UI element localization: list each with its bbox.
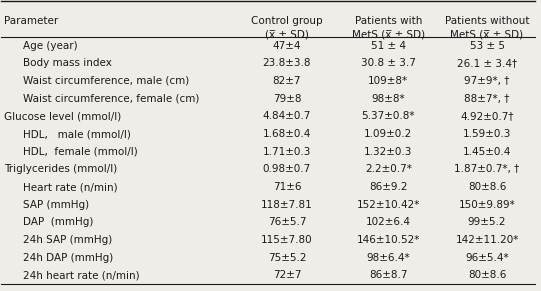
Text: 86±9.2: 86±9.2	[369, 182, 407, 192]
Text: 76±5.7: 76±5.7	[268, 217, 306, 228]
Text: 1.71±0.3: 1.71±0.3	[263, 147, 311, 157]
Text: 23.8±3.8: 23.8±3.8	[263, 58, 311, 68]
Text: 99±5.2: 99±5.2	[468, 217, 506, 228]
Text: Triglycerides (mmol/l): Triglycerides (mmol/l)	[4, 164, 117, 174]
Text: 142±11.20*: 142±11.20*	[456, 235, 519, 245]
Text: Patients without
MetS (x̅ ± SD): Patients without MetS (x̅ ± SD)	[445, 16, 529, 40]
Text: 0.98±0.7: 0.98±0.7	[263, 164, 311, 174]
Text: 152±10.42*: 152±10.42*	[357, 200, 420, 210]
Text: 72±7: 72±7	[273, 270, 301, 281]
Text: 47±4: 47±4	[273, 41, 301, 51]
Text: 24h DAP (mmHg): 24h DAP (mmHg)	[23, 253, 113, 263]
Text: Control group
(x̅ ± SD): Control group (x̅ ± SD)	[251, 16, 323, 40]
Text: 1.45±0.4: 1.45±0.4	[463, 147, 511, 157]
Text: 98±6.4*: 98±6.4*	[366, 253, 410, 263]
Text: Age (year): Age (year)	[23, 41, 77, 51]
Text: 102±6.4: 102±6.4	[366, 217, 411, 228]
Text: 51 ± 4: 51 ± 4	[371, 41, 406, 51]
Text: 5.37±0.8*: 5.37±0.8*	[361, 111, 415, 121]
Text: 98±8*: 98±8*	[372, 94, 405, 104]
Text: 53 ± 5: 53 ± 5	[470, 41, 505, 51]
Text: 80±8.6: 80±8.6	[468, 182, 506, 192]
Text: Parameter: Parameter	[4, 16, 58, 26]
Text: 82±7: 82±7	[273, 76, 301, 86]
Text: 26.1 ± 3.4†: 26.1 ± 3.4†	[457, 58, 517, 68]
Text: 97±9*, †: 97±9*, †	[464, 76, 510, 86]
Text: Heart rate (n/min): Heart rate (n/min)	[23, 182, 117, 192]
Text: 109±8*: 109±8*	[368, 76, 408, 86]
Text: 1.68±0.4: 1.68±0.4	[263, 129, 311, 139]
Text: Waist circumference, male (cm): Waist circumference, male (cm)	[23, 76, 189, 86]
Text: 24h SAP (mmHg): 24h SAP (mmHg)	[23, 235, 112, 245]
Text: 86±8.7: 86±8.7	[369, 270, 407, 281]
Text: HDL,   male (mmol/l): HDL, male (mmol/l)	[23, 129, 130, 139]
Text: 150±9.89*: 150±9.89*	[459, 200, 516, 210]
Text: 79±8: 79±8	[273, 94, 301, 104]
Text: 4.92±0.7†: 4.92±0.7†	[460, 111, 514, 121]
Text: 88±7*, †: 88±7*, †	[464, 94, 510, 104]
Text: Waist circumference, female (cm): Waist circumference, female (cm)	[23, 94, 199, 104]
Text: 1.32±0.3: 1.32±0.3	[364, 147, 413, 157]
Text: Patients with
MetS (x̅ ± SD): Patients with MetS (x̅ ± SD)	[352, 16, 425, 40]
Text: 1.87±0.7*, †: 1.87±0.7*, †	[454, 164, 520, 174]
Text: HDL,  female (mmol/l): HDL, female (mmol/l)	[23, 147, 137, 157]
Text: 71±6: 71±6	[273, 182, 301, 192]
Text: SAP (mmHg): SAP (mmHg)	[23, 200, 89, 210]
Text: 118±7.81: 118±7.81	[261, 200, 313, 210]
Text: Body mass index: Body mass index	[23, 58, 111, 68]
Text: DAP  (mmHg): DAP (mmHg)	[23, 217, 93, 228]
Text: 4.84±0.7: 4.84±0.7	[263, 111, 311, 121]
Text: 146±10.52*: 146±10.52*	[357, 235, 420, 245]
Text: 115±7.80: 115±7.80	[261, 235, 313, 245]
Text: 1.59±0.3: 1.59±0.3	[463, 129, 511, 139]
Text: 80±8.6: 80±8.6	[468, 270, 506, 281]
Text: 75±5.2: 75±5.2	[268, 253, 306, 263]
Text: Glucose level (mmol/l): Glucose level (mmol/l)	[4, 111, 121, 121]
Text: 24h heart rate (n/min): 24h heart rate (n/min)	[23, 270, 140, 281]
Text: 2.2±0.7*: 2.2±0.7*	[365, 164, 412, 174]
Text: 96±5.4*: 96±5.4*	[465, 253, 509, 263]
Text: 1.09±0.2: 1.09±0.2	[364, 129, 412, 139]
Text: 30.8 ± 3.7: 30.8 ± 3.7	[361, 58, 416, 68]
